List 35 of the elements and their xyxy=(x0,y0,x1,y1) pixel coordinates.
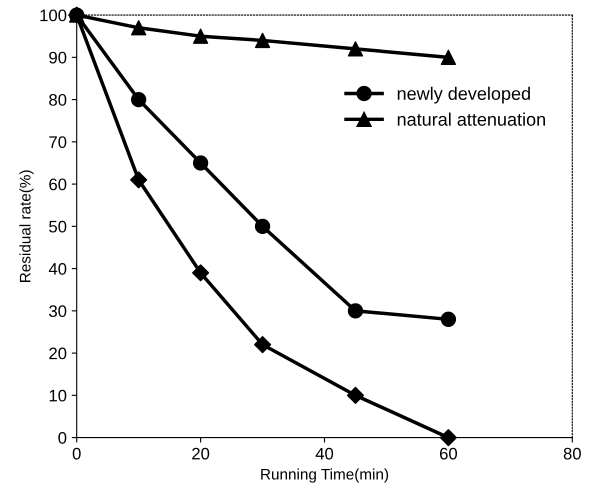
y-tick-label: 100 xyxy=(40,9,66,22)
x-tick-label: 40 xyxy=(316,448,334,460)
y-tick-label: 10 xyxy=(50,390,66,402)
point xyxy=(131,92,146,108)
x-tick-label: 20 xyxy=(192,448,210,460)
legend-label: natural attenuation xyxy=(398,112,545,126)
point xyxy=(131,20,146,36)
y-tick-label: 80 xyxy=(49,94,66,106)
point xyxy=(440,312,456,327)
y-tick-label: 70 xyxy=(49,136,66,148)
point xyxy=(192,155,208,171)
y-tick-label: 40 xyxy=(48,263,66,275)
point xyxy=(440,429,457,446)
point xyxy=(192,264,210,282)
point xyxy=(254,218,270,234)
point xyxy=(348,41,364,57)
y-tick-label: 50 xyxy=(49,220,66,233)
y-tick-label: 30 xyxy=(49,305,66,318)
point xyxy=(346,386,364,404)
x-axis-title: Running Time(min) xyxy=(261,468,388,483)
y-tick-label: 90 xyxy=(49,52,66,64)
legend-label: newly developed xyxy=(398,86,530,104)
point xyxy=(254,32,270,48)
x-tick-label: 80 xyxy=(564,448,581,460)
y-tick-label: 20 xyxy=(49,348,66,360)
point xyxy=(440,50,456,65)
point xyxy=(348,303,364,318)
y-axis-title: Residual rate(%) xyxy=(19,170,34,282)
x-tick-label: 0 xyxy=(72,448,81,460)
point xyxy=(192,28,208,44)
point xyxy=(130,171,148,188)
x-tick-label: 60 xyxy=(440,448,458,460)
y-tick-label: 60 xyxy=(49,178,66,190)
y-tick-label: 0 xyxy=(58,432,66,444)
point xyxy=(254,336,272,354)
